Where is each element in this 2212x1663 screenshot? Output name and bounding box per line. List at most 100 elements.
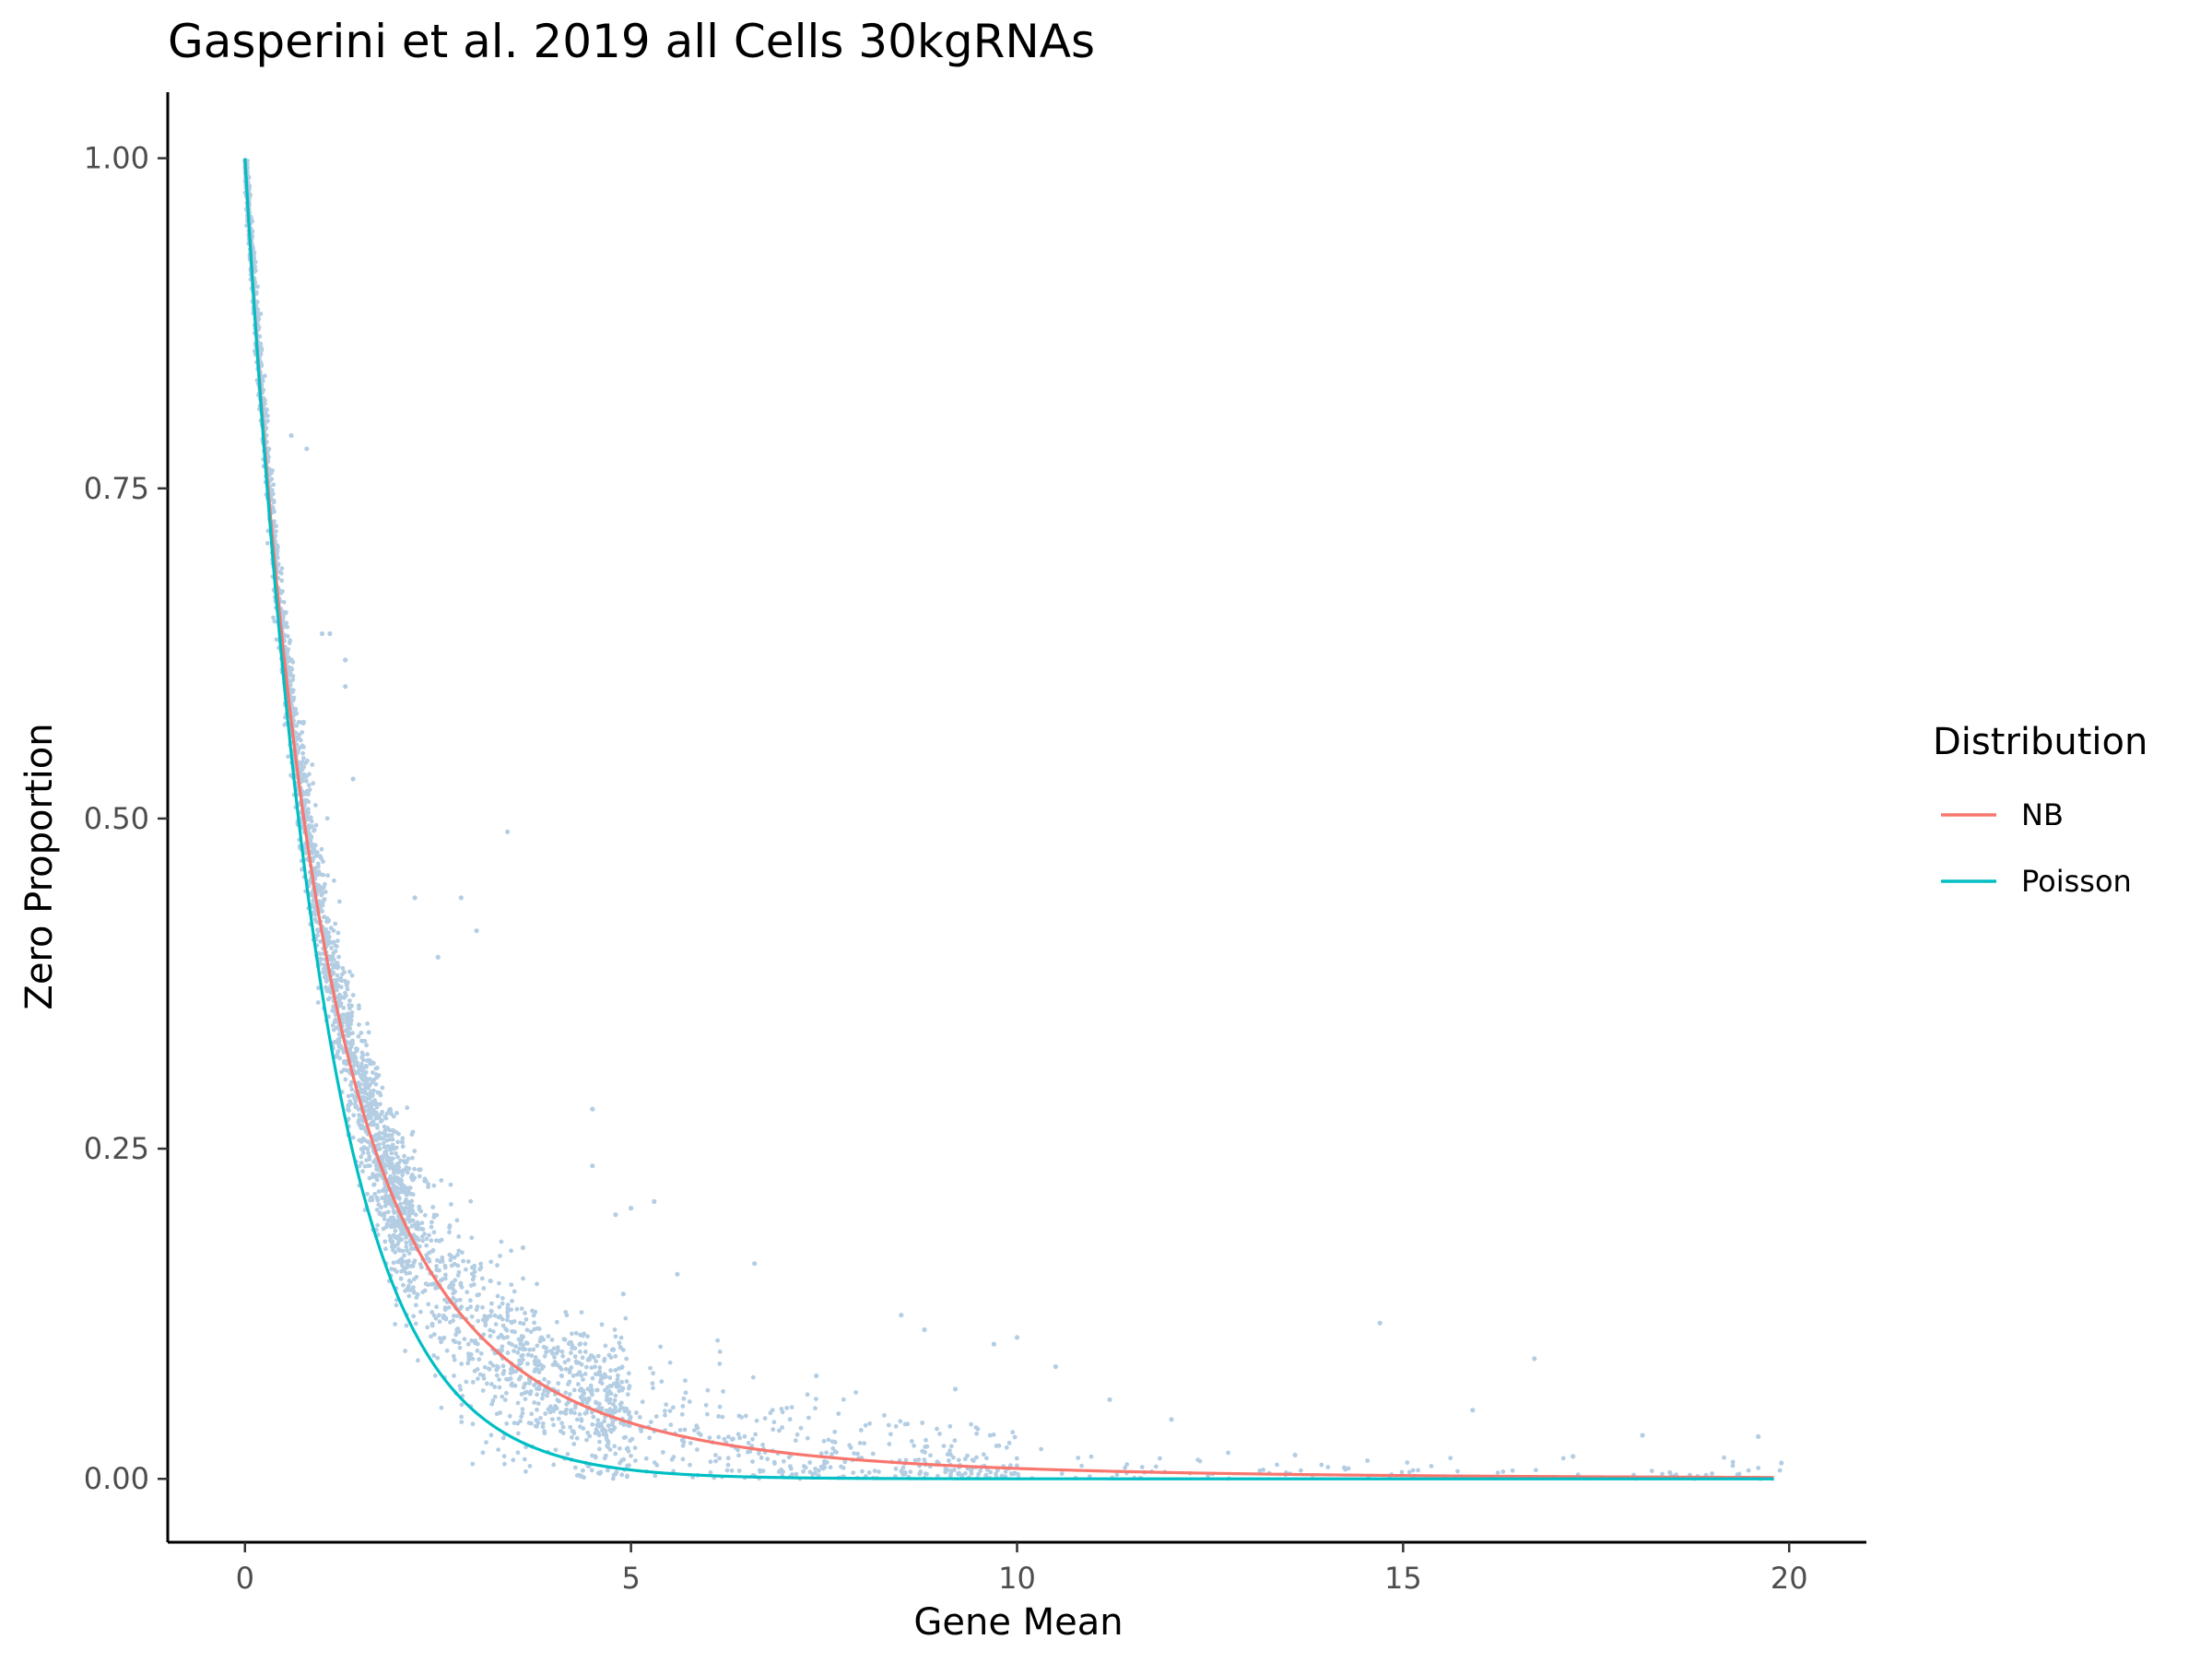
data-point — [969, 1467, 974, 1472]
data-point — [290, 698, 296, 703]
data-point — [520, 1357, 525, 1362]
data-point — [661, 1450, 665, 1455]
data-point — [618, 1445, 622, 1451]
data-point — [923, 1450, 927, 1455]
data-point — [331, 1027, 336, 1032]
data-point — [392, 1222, 397, 1228]
data-point — [607, 1375, 613, 1380]
data-point — [439, 1178, 444, 1183]
data-point — [382, 1212, 387, 1218]
data-point — [516, 1337, 522, 1342]
data-point — [851, 1470, 856, 1475]
data-point — [536, 1359, 541, 1364]
data-point — [563, 1390, 569, 1396]
data-point — [368, 1082, 372, 1088]
data-point — [435, 1355, 441, 1361]
data-point — [560, 1353, 566, 1359]
data-point — [523, 1397, 528, 1402]
data-point — [406, 1206, 411, 1211]
data-point — [431, 1183, 437, 1188]
data-point — [400, 1173, 406, 1178]
data-point — [553, 1447, 559, 1453]
data-point — [572, 1405, 578, 1410]
data-point — [805, 1392, 810, 1398]
data-point — [629, 1206, 634, 1211]
data-point — [442, 1305, 448, 1310]
data-point — [296, 720, 301, 725]
data-point — [312, 866, 318, 871]
data-point — [356, 1119, 361, 1125]
data-point — [413, 1212, 418, 1218]
data-point — [408, 1218, 414, 1223]
data-point — [559, 1421, 564, 1426]
data-point — [780, 1409, 785, 1415]
data-point — [559, 1374, 565, 1379]
data-point — [435, 954, 441, 960]
data-point — [460, 1250, 465, 1256]
data-point — [402, 1253, 406, 1258]
data-point — [457, 1345, 463, 1350]
data-point — [322, 974, 327, 980]
data-point — [310, 851, 315, 855]
data-point — [781, 1458, 786, 1464]
data-point — [410, 1208, 415, 1213]
data-point — [453, 1278, 458, 1283]
data-point — [290, 688, 296, 693]
data-point — [643, 1456, 649, 1461]
data-point — [1399, 1469, 1405, 1475]
data-point — [502, 1398, 508, 1402]
data-point — [794, 1432, 800, 1437]
data-point — [543, 1411, 548, 1416]
data-point — [322, 897, 327, 902]
data-point — [606, 1445, 610, 1449]
data-point — [504, 1421, 510, 1426]
x-tick-label: 0 — [236, 1561, 254, 1596]
data-point — [501, 1454, 507, 1459]
data-point — [1004, 1445, 1009, 1450]
data-point — [947, 1423, 953, 1429]
data-point — [1667, 1469, 1673, 1475]
data-point — [308, 817, 313, 822]
data-point — [289, 666, 295, 672]
data-point — [736, 1453, 741, 1458]
data-point — [465, 1306, 470, 1312]
data-point — [376, 1189, 382, 1194]
data-point — [830, 1439, 835, 1445]
data-point — [287, 641, 292, 645]
data-point — [391, 1177, 396, 1182]
x-tick-label: 10 — [998, 1561, 1036, 1596]
data-point — [737, 1435, 742, 1441]
data-point — [371, 1172, 375, 1176]
data-point — [441, 1315, 446, 1319]
data-point — [590, 1421, 595, 1427]
data-point — [477, 1267, 482, 1272]
data-point — [353, 1094, 358, 1100]
data-point — [771, 1420, 777, 1425]
data-point — [395, 1139, 400, 1145]
data-point — [469, 1338, 475, 1343]
data-point — [382, 1145, 387, 1150]
data-point — [323, 890, 328, 894]
data-point — [365, 1191, 370, 1197]
data-point — [501, 1368, 507, 1374]
data-point — [520, 1352, 525, 1358]
data-point — [585, 1334, 590, 1339]
data-point — [437, 1268, 441, 1273]
data-point — [765, 1457, 771, 1462]
data-point — [1124, 1462, 1130, 1467]
data-point — [590, 1392, 594, 1398]
data-point — [500, 1323, 506, 1328]
data-point — [489, 1301, 494, 1306]
data-point — [388, 1222, 394, 1228]
data-point — [419, 1221, 425, 1225]
data-point — [607, 1408, 612, 1413]
data-point — [377, 1211, 382, 1217]
data-point — [325, 873, 330, 879]
data-point — [493, 1322, 499, 1327]
data-point — [836, 1411, 841, 1416]
data-point — [1495, 1470, 1500, 1475]
data-point — [341, 1050, 347, 1055]
data-point — [577, 1342, 582, 1347]
data-point — [806, 1415, 811, 1421]
data-point — [924, 1437, 928, 1443]
